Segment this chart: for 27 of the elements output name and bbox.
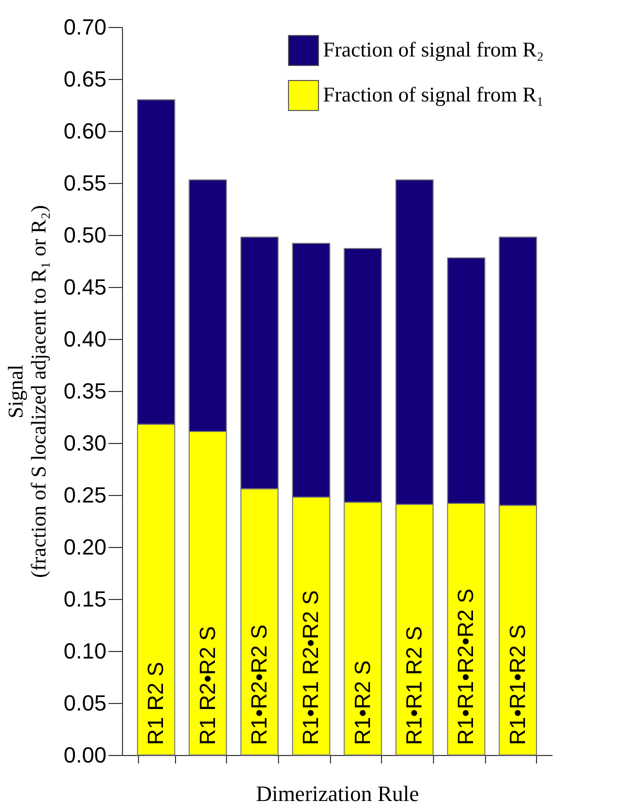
x-tick-label: R1•R1•R2 S	[504, 624, 530, 745]
y-tick-label: 0.60	[64, 118, 106, 144]
y-tick-label: 0.40	[64, 326, 106, 352]
y-tick-label: 0.10	[64, 638, 106, 664]
y-tick-label: 0.25	[64, 482, 106, 508]
y-tick-label: 0.70	[64, 14, 106, 40]
y-tick-label: 0.05	[64, 690, 106, 716]
x-tick-label: R1•R1•R2•R2 S	[453, 588, 478, 745]
y-axis-title: Signal (fraction of S localized adjacent to R₁ or R₂)	[4, 205, 51, 578]
legend-label: Fraction of signal from R₁	[323, 82, 544, 106]
x-axis-title: Dimerization Rule	[256, 781, 420, 806]
x-tick-label: R1•R2•R2 S	[246, 624, 272, 745]
y-tick-label: 0.20	[64, 534, 106, 560]
y-tick-label: 0.35	[64, 378, 106, 404]
y-tick-label: 0.00	[64, 742, 106, 768]
x-tick-label: R1•R1 R2•R2 S	[298, 590, 324, 745]
y-tick-label: 0.30	[64, 430, 106, 456]
y-tick-label: 0.50	[64, 222, 106, 248]
y-tick-label: 0.55	[64, 170, 106, 196]
x-tick-label: R1 R2•R2 S	[194, 626, 220, 745]
legend-label: Fraction of signal from R₂	[323, 38, 544, 62]
x-tick-label: R1 R2 S	[143, 662, 168, 745]
x-tick-label: R1•R2 S	[350, 660, 375, 745]
y-tick-label: 0.15	[64, 586, 106, 612]
y-tick-label: 0.45	[64, 274, 106, 300]
y-tick-label: 0.65	[64, 66, 106, 92]
x-tick-label: R1•R1 R2 S	[402, 626, 427, 745]
